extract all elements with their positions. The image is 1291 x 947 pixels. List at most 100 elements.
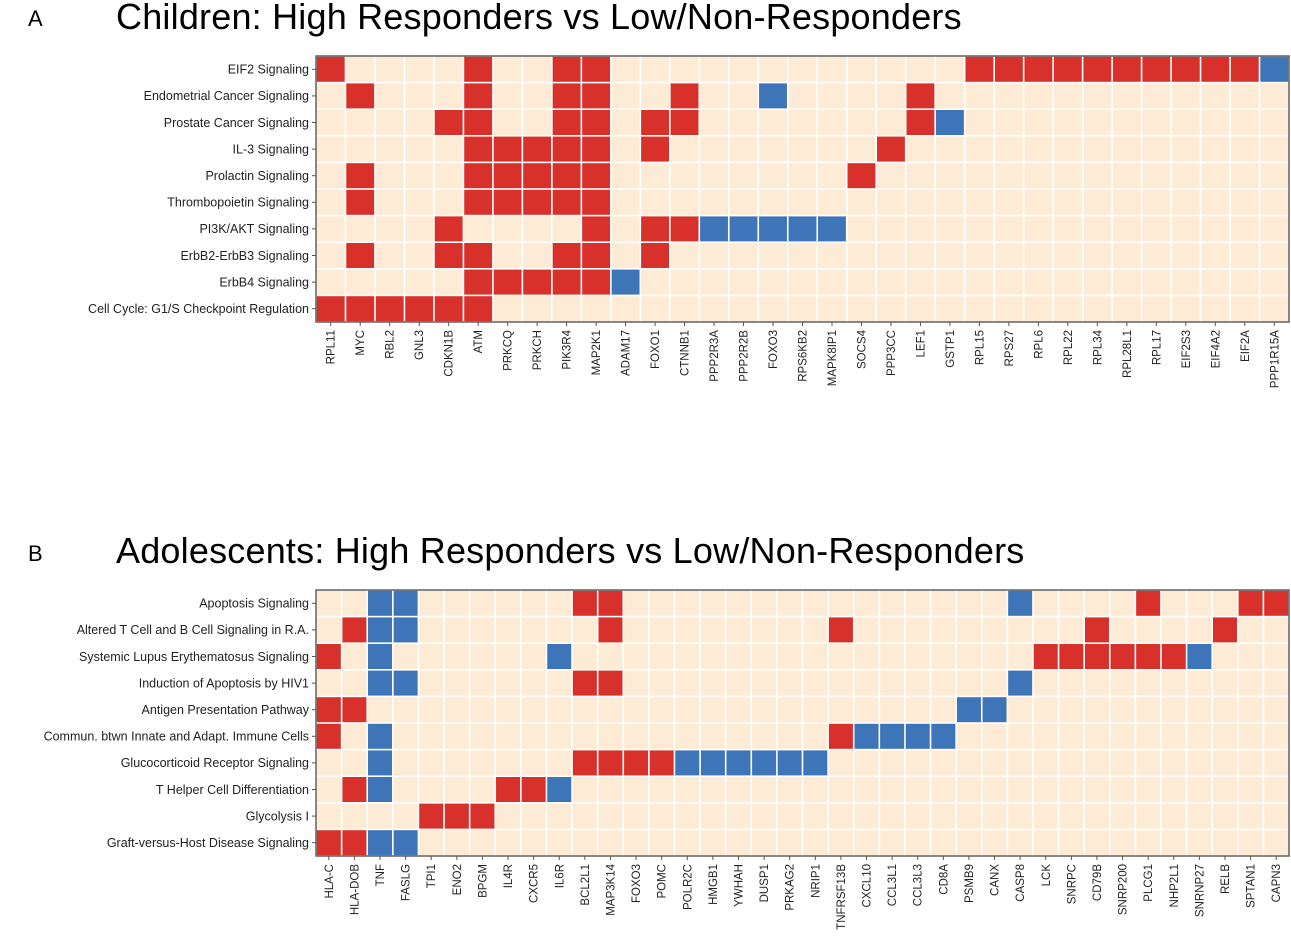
heatmap-cell-up bbox=[552, 269, 581, 295]
row-label: Glycolysis I bbox=[246, 809, 309, 823]
heatmap-cell-none bbox=[419, 830, 444, 856]
heatmap-cell-up bbox=[828, 617, 853, 643]
heatmap-cell-down bbox=[956, 697, 981, 723]
heatmap-cell-none bbox=[818, 83, 846, 109]
heatmap-cell-up bbox=[493, 269, 522, 295]
heatmap-cell-none bbox=[982, 617, 1007, 643]
heatmap-cell-none bbox=[1187, 777, 1212, 802]
column-label: CAPN3 bbox=[1271, 864, 1283, 902]
column-label: RPS27 bbox=[1004, 330, 1016, 366]
heatmap-cell-none bbox=[547, 670, 572, 696]
column-label: RBL2 bbox=[385, 330, 397, 359]
heatmap-cell-down bbox=[818, 216, 846, 242]
heatmap-cell-none bbox=[675, 697, 700, 723]
heatmap-cell-none bbox=[956, 590, 981, 616]
heatmap-cell-up bbox=[1264, 590, 1289, 616]
heatmap-cell-none bbox=[641, 189, 670, 215]
heatmap-cell-none bbox=[1212, 590, 1237, 616]
heatmap-cell-none bbox=[624, 590, 649, 616]
heatmap-cell-none bbox=[346, 56, 375, 82]
heatmap-cell-none bbox=[611, 136, 640, 162]
heatmap-cell-none bbox=[803, 670, 828, 696]
heatmap-cell-none bbox=[1008, 750, 1033, 776]
heatmap-cell-none bbox=[1053, 83, 1082, 109]
heatmap-cell-up bbox=[419, 803, 444, 829]
heatmap-cell-none bbox=[1201, 110, 1230, 135]
heatmap-cell-none bbox=[419, 644, 444, 669]
heatmap-cell-up bbox=[670, 83, 699, 109]
heatmap-cell-none bbox=[994, 269, 1023, 295]
heatmap-cell-none bbox=[496, 697, 521, 723]
heatmap-cell-none bbox=[700, 697, 725, 723]
heatmap-cell-none bbox=[788, 136, 817, 162]
heatmap-cell-none bbox=[788, 56, 817, 82]
column-label: EIF4A2 bbox=[1210, 330, 1222, 368]
column-label: LCK bbox=[1041, 864, 1053, 887]
heatmap-cell-none bbox=[905, 617, 930, 643]
heatmap-cell-none bbox=[375, 163, 404, 189]
heatmap-cell-none bbox=[496, 723, 521, 749]
column-label: BPGM bbox=[477, 864, 489, 898]
heatmap-cell-none bbox=[342, 670, 367, 696]
heatmap-cell-none bbox=[700, 296, 728, 322]
heatmap-cell-none bbox=[1161, 803, 1186, 829]
heatmap-cell-none bbox=[316, 617, 341, 643]
heatmap-cell-none bbox=[935, 269, 964, 295]
heatmap-cell-none bbox=[1059, 777, 1084, 802]
heatmap-cell-none bbox=[316, 83, 345, 109]
heatmap-cell-none bbox=[611, 83, 640, 109]
heatmap-cell-up bbox=[523, 163, 552, 189]
heatmap-cell-none bbox=[700, 163, 728, 189]
column-label: IL6R bbox=[554, 864, 566, 888]
heatmap-cell-none bbox=[611, 243, 640, 268]
heatmap-cell-none bbox=[726, 723, 751, 749]
heatmap-cell-none bbox=[1059, 590, 1084, 616]
column-label: CTNNB1 bbox=[680, 330, 692, 376]
heatmap-cell-none bbox=[965, 243, 994, 268]
heatmap-cell-none bbox=[965, 296, 994, 322]
heatmap-cell-none bbox=[965, 269, 994, 295]
heatmap-cell-none bbox=[847, 189, 876, 215]
heatmap-cell-none bbox=[803, 723, 828, 749]
heatmap-cell-none bbox=[818, 56, 846, 82]
row-label: PI3K/AKT Signaling bbox=[199, 222, 309, 236]
heatmap-cell-none bbox=[931, 830, 956, 856]
heatmap-cell-none bbox=[1083, 269, 1112, 295]
heatmap-cell-up bbox=[847, 163, 876, 189]
heatmap-cell-none bbox=[1110, 697, 1135, 723]
heatmap-cell-none bbox=[1053, 269, 1082, 295]
heatmap-cell-none bbox=[470, 830, 495, 856]
heatmap-cell-up bbox=[464, 243, 493, 268]
heatmap-cell-none bbox=[521, 697, 546, 723]
heatmap-cell-none bbox=[624, 723, 649, 749]
heatmap-cell-none bbox=[877, 243, 905, 268]
heatmap-cell-down bbox=[854, 723, 879, 749]
heatmap-cell-none bbox=[1238, 803, 1263, 829]
heatmap-cell-none bbox=[393, 777, 418, 802]
heatmap-cell-none bbox=[316, 670, 341, 696]
column-label: EIF2A bbox=[1240, 330, 1252, 362]
heatmap-cell-none bbox=[611, 163, 640, 189]
heatmap-cell-none bbox=[965, 216, 994, 242]
heatmap-cell-none bbox=[496, 803, 521, 829]
column-label: DUSP1 bbox=[759, 864, 771, 902]
heatmap-cell-none bbox=[803, 697, 828, 723]
heatmap-cell-none bbox=[649, 644, 674, 669]
heatmap-cell-up bbox=[434, 216, 463, 242]
heatmap-cell-none bbox=[906, 243, 935, 268]
heatmap-cell-none bbox=[1136, 750, 1161, 776]
heatmap-cell-none bbox=[670, 189, 699, 215]
heatmap-cell-none bbox=[1142, 110, 1171, 135]
row-label: Systemic Lupus Erythematosus Signaling bbox=[79, 650, 309, 664]
column-label: TNFRSF13B bbox=[836, 864, 848, 930]
heatmap-cell-none bbox=[1161, 590, 1186, 616]
heatmap-cell-none bbox=[572, 617, 597, 643]
heatmap-cell-up bbox=[346, 243, 375, 268]
heatmap-cell-none bbox=[1053, 163, 1082, 189]
heatmap-cell-up bbox=[523, 269, 552, 295]
heatmap-cell-up bbox=[1136, 590, 1161, 616]
heatmap-cell-up bbox=[316, 56, 345, 82]
heatmap-cell-none bbox=[444, 644, 469, 669]
heatmap-cell-none bbox=[547, 723, 572, 749]
heatmap-cell-none bbox=[777, 830, 802, 856]
